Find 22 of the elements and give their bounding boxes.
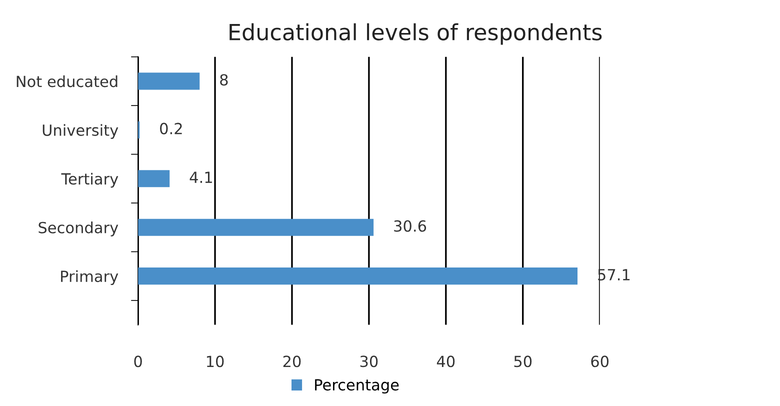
bar: [138, 268, 578, 285]
y-tick-label: Not educated: [16, 75, 118, 88]
x-tick-label: 10: [206, 356, 224, 368]
x-tick-label: 40: [436, 356, 455, 368]
data-label: 8: [220, 74, 228, 86]
data-label: 4.1: [190, 172, 212, 183]
bar: [138, 218, 374, 236]
x-tick-label: 0: [134, 356, 142, 368]
data-label: 0.2: [160, 122, 182, 134]
y-tick-label: Secondary: [38, 222, 118, 236]
data-label: 30.6: [394, 220, 426, 232]
bar: [138, 170, 170, 188]
y-tick-label: Tertiary: [61, 172, 118, 188]
x-tick-label: 30: [360, 356, 378, 368]
x-tick-label: 20: [283, 356, 301, 368]
legend-label: Percentage: [315, 379, 399, 394]
y-tick-label: Primary: [61, 270, 118, 286]
y-tick-label: University: [42, 124, 118, 139]
x-tick-label: 60: [591, 356, 609, 368]
x-tick-label: 50: [514, 356, 532, 368]
chart-title: Educational levels of respondents: [230, 23, 602, 45]
bar: [138, 72, 200, 90]
